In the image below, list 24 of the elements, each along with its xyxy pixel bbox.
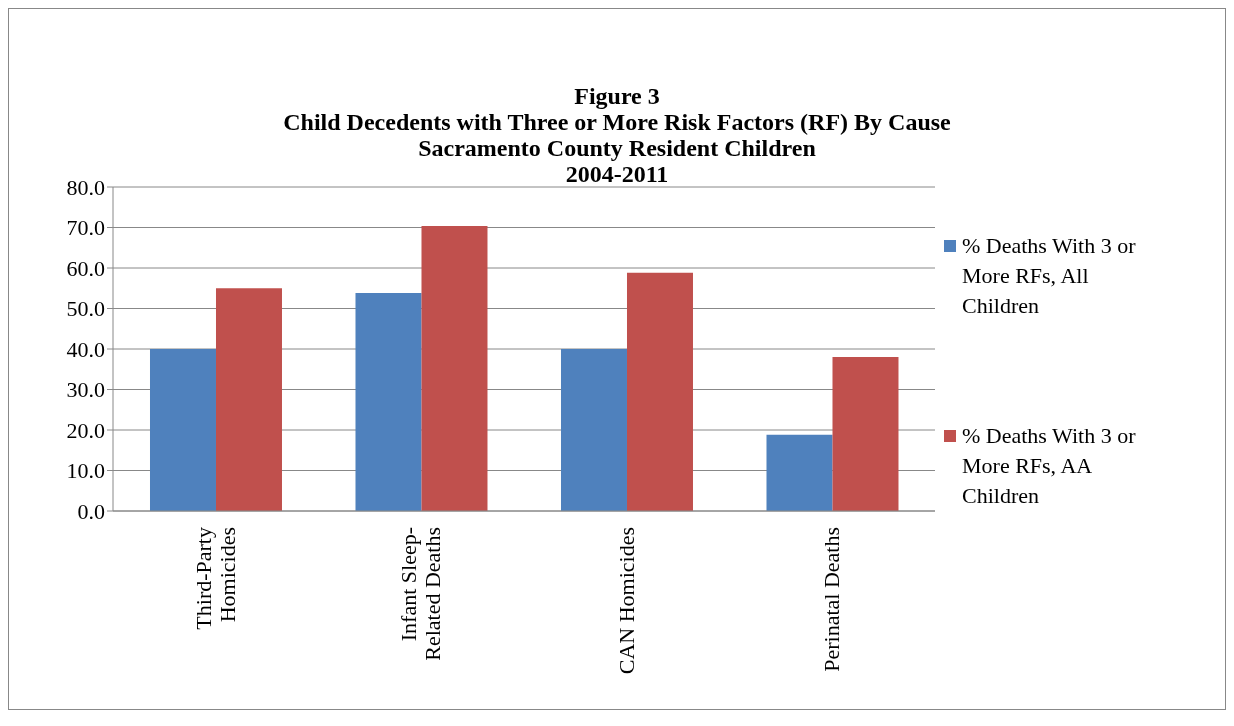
x-tick-label: Third-Party Homicides bbox=[190, 527, 240, 630]
x-tick-label: CAN Homicides bbox=[613, 527, 639, 675]
bar bbox=[421, 225, 488, 511]
x-tick-label: Infant Sleep-Related Deaths bbox=[396, 527, 446, 661]
bar bbox=[149, 349, 216, 511]
y-tick-label: 30.0 bbox=[66, 377, 105, 403]
chart-title: Figure 3 Child Decedents with Three or More Risk Factors (RF) By Cause Sacramento County Resident Children 2004-2011 bbox=[283, 83, 951, 187]
y-tick-label: 80.0 bbox=[66, 174, 105, 200]
bar bbox=[626, 272, 693, 511]
y-tick-label: 50.0 bbox=[66, 296, 105, 322]
bar bbox=[766, 434, 833, 511]
y-tick-label: 0.0 bbox=[77, 498, 105, 524]
y-tick-label: 10.0 bbox=[66, 458, 105, 484]
bar bbox=[560, 349, 627, 511]
y-tick-label: 20.0 bbox=[66, 417, 105, 443]
y-tick-label: 40.0 bbox=[66, 336, 105, 362]
y-tick-label: 60.0 bbox=[66, 255, 105, 281]
y-tick-label: 70.0 bbox=[66, 215, 105, 241]
x-tick-label: Perinatal Deaths bbox=[819, 527, 845, 672]
bar bbox=[355, 293, 422, 511]
bar bbox=[832, 357, 899, 511]
legend-label: % Deaths With 3 or More RFs, AA Children bbox=[962, 422, 1137, 510]
legend-label: % Deaths With 3 or More RFs, All Children bbox=[962, 232, 1137, 320]
bar bbox=[215, 288, 282, 511]
